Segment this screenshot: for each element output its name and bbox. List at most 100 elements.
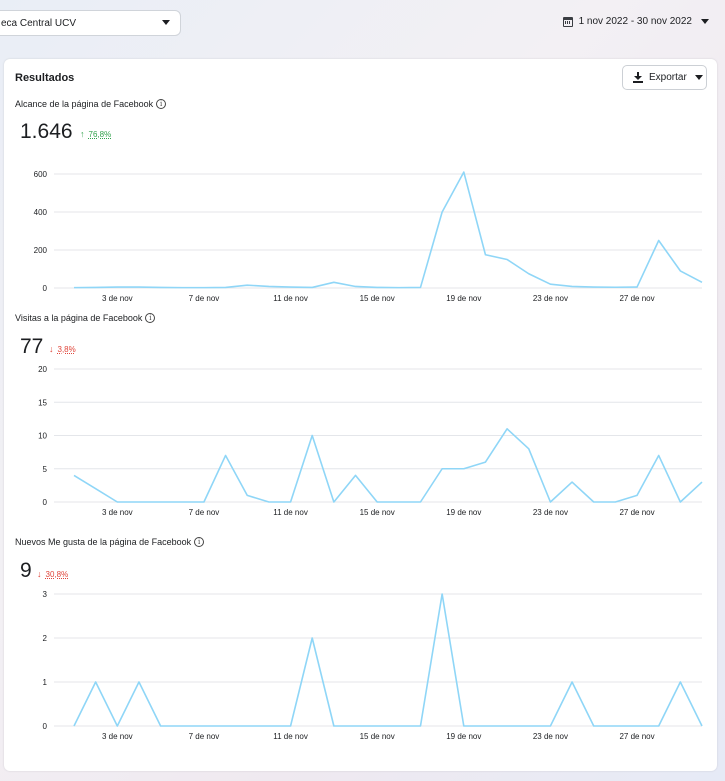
data-point[interactable] bbox=[569, 679, 575, 685]
data-point[interactable] bbox=[591, 284, 597, 290]
data-point[interactable] bbox=[612, 284, 618, 290]
data-point[interactable] bbox=[288, 284, 294, 290]
data-point[interactable] bbox=[417, 284, 423, 290]
data-point[interactable] bbox=[93, 679, 99, 685]
data-point[interactable] bbox=[331, 499, 337, 505]
date-range-picker[interactable]: 1 nov 2022 - 30 nov 2022 bbox=[562, 16, 709, 27]
data-point[interactable] bbox=[201, 285, 207, 291]
data-point[interactable] bbox=[93, 284, 99, 290]
data-point[interactable] bbox=[526, 446, 532, 452]
data-point[interactable] bbox=[439, 466, 445, 472]
data-point[interactable] bbox=[201, 499, 207, 505]
data-point[interactable] bbox=[526, 723, 532, 729]
data-point[interactable] bbox=[158, 723, 164, 729]
data-point[interactable] bbox=[461, 723, 467, 729]
data-point[interactable] bbox=[634, 723, 640, 729]
data-point[interactable] bbox=[504, 257, 510, 263]
data-point[interactable] bbox=[353, 283, 359, 289]
data-point[interactable] bbox=[179, 499, 185, 505]
data-point[interactable] bbox=[677, 268, 683, 274]
delta-percent: 3,8% bbox=[57, 344, 76, 354]
data-point[interactable] bbox=[547, 281, 553, 287]
data-point[interactable] bbox=[223, 723, 229, 729]
data-point[interactable] bbox=[699, 723, 705, 729]
data-point[interactable] bbox=[158, 284, 164, 290]
data-point[interactable] bbox=[634, 284, 640, 290]
x-tick-label: 19 de nov bbox=[446, 508, 481, 517]
data-point[interactable] bbox=[179, 723, 185, 729]
data-point[interactable] bbox=[244, 282, 250, 288]
data-point[interactable] bbox=[331, 723, 337, 729]
info-icon[interactable]: i bbox=[145, 313, 156, 323]
data-point[interactable] bbox=[331, 279, 337, 285]
data-point[interactable] bbox=[482, 459, 488, 465]
data-point[interactable] bbox=[569, 283, 575, 289]
data-point[interactable] bbox=[266, 283, 272, 289]
data-point[interactable] bbox=[309, 433, 315, 439]
data-point[interactable] bbox=[461, 169, 467, 175]
x-tick-label: 23 de nov bbox=[533, 508, 568, 517]
data-point[interactable] bbox=[71, 723, 77, 729]
data-point[interactable] bbox=[417, 723, 423, 729]
page-selector[interactable]: eca Central UCV bbox=[0, 10, 181, 36]
data-point[interactable] bbox=[612, 723, 618, 729]
data-point[interactable] bbox=[482, 252, 488, 258]
data-point[interactable] bbox=[288, 499, 294, 505]
data-point[interactable] bbox=[591, 723, 597, 729]
data-point[interactable] bbox=[396, 499, 402, 505]
data-point[interactable] bbox=[71, 285, 77, 291]
data-point[interactable] bbox=[569, 479, 575, 485]
data-point[interactable] bbox=[504, 723, 510, 729]
data-point[interactable] bbox=[114, 499, 120, 505]
data-point[interactable] bbox=[461, 466, 467, 472]
data-point[interactable] bbox=[353, 723, 359, 729]
data-point[interactable] bbox=[634, 492, 640, 498]
data-point[interactable] bbox=[288, 723, 294, 729]
data-point[interactable] bbox=[158, 499, 164, 505]
data-point[interactable] bbox=[439, 591, 445, 597]
data-point[interactable] bbox=[396, 723, 402, 729]
data-point[interactable] bbox=[656, 452, 662, 458]
data-point[interactable] bbox=[93, 486, 99, 492]
data-point[interactable] bbox=[136, 679, 142, 685]
data-point[interactable] bbox=[71, 472, 77, 478]
info-icon[interactable]: i bbox=[156, 99, 167, 109]
data-point[interactable] bbox=[504, 426, 510, 432]
data-point[interactable] bbox=[136, 284, 142, 290]
data-point[interactable] bbox=[266, 499, 272, 505]
data-point[interactable] bbox=[417, 499, 423, 505]
data-point[interactable] bbox=[201, 723, 207, 729]
data-point[interactable] bbox=[309, 284, 315, 290]
data-point[interactable] bbox=[374, 284, 380, 290]
data-point[interactable] bbox=[591, 499, 597, 505]
data-point[interactable] bbox=[482, 723, 488, 729]
data-point[interactable] bbox=[699, 279, 705, 285]
data-point[interactable] bbox=[266, 723, 272, 729]
data-point[interactable] bbox=[547, 723, 553, 729]
data-point[interactable] bbox=[439, 209, 445, 215]
data-point[interactable] bbox=[244, 723, 250, 729]
data-point[interactable] bbox=[223, 284, 229, 290]
data-point[interactable] bbox=[396, 285, 402, 291]
data-point[interactable] bbox=[656, 723, 662, 729]
data-point[interactable] bbox=[677, 679, 683, 685]
info-icon[interactable]: i bbox=[194, 537, 205, 547]
data-point[interactable] bbox=[114, 723, 120, 729]
metric-delta-likes: ↓ 30,8% bbox=[37, 569, 68, 579]
data-point[interactable] bbox=[374, 723, 380, 729]
export-button[interactable]: Exportar bbox=[622, 65, 707, 90]
data-point[interactable] bbox=[309, 635, 315, 641]
data-point[interactable] bbox=[353, 472, 359, 478]
data-point[interactable] bbox=[136, 499, 142, 505]
data-point[interactable] bbox=[612, 499, 618, 505]
data-point[interactable] bbox=[179, 285, 185, 291]
data-point[interactable] bbox=[374, 499, 380, 505]
data-point[interactable] bbox=[547, 499, 553, 505]
data-point[interactable] bbox=[526, 271, 532, 277]
data-point[interactable] bbox=[223, 452, 229, 458]
data-point[interactable] bbox=[677, 499, 683, 505]
data-point[interactable] bbox=[244, 492, 250, 498]
data-point[interactable] bbox=[699, 479, 705, 485]
data-point[interactable] bbox=[656, 238, 662, 244]
data-point[interactable] bbox=[114, 284, 120, 290]
